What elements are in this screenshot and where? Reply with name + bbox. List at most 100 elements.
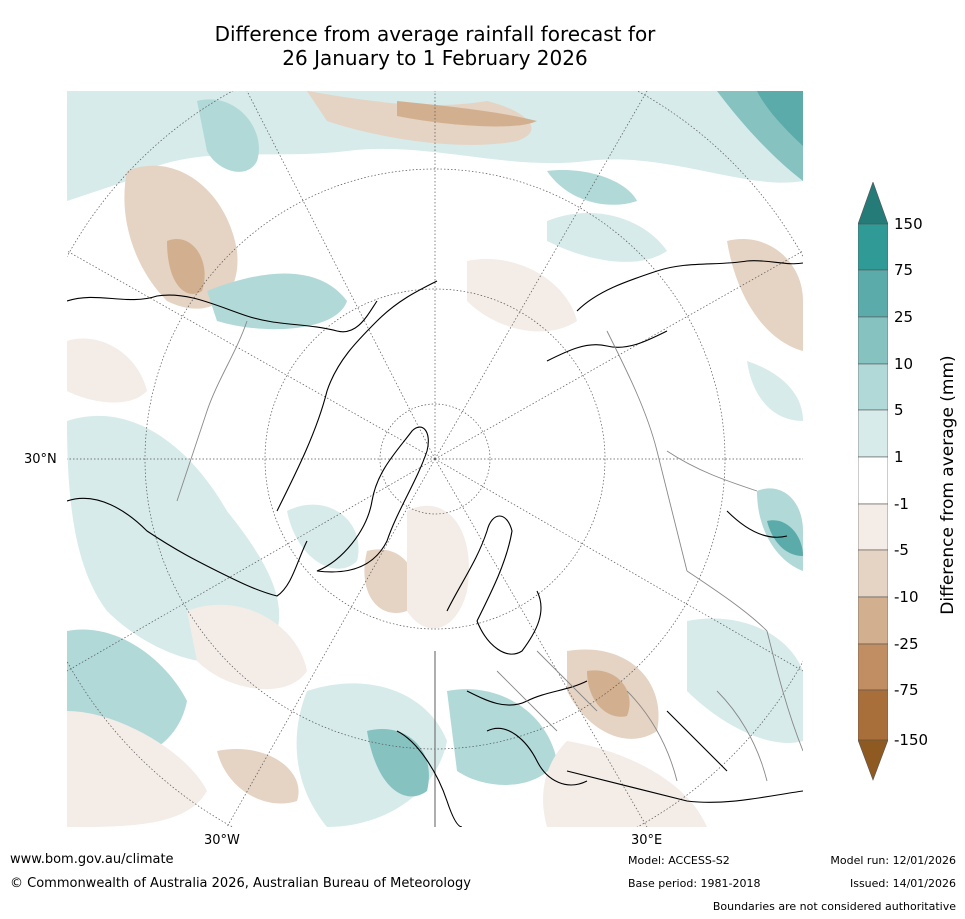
colorbar-tick-label: 75 (894, 261, 914, 279)
base-period-text: Base period: 1981-2018 (628, 877, 761, 890)
colorbar-segment (858, 363, 888, 411)
latitude-circle (264, 288, 606, 630)
anomaly-patch (467, 259, 577, 332)
colorbar-tick-label: 25 (894, 308, 914, 326)
colorbar-tick-label: -1 (894, 495, 909, 513)
meridian (226, 458, 436, 827)
title-line-2: 26 January to 1 February 2026 (282, 46, 588, 70)
coastline (726, 510, 788, 538)
coastline (67, 497, 308, 597)
colorbar-segment (858, 409, 888, 458)
colorbar-segment (858, 503, 888, 551)
colorbar-segment (858, 549, 888, 598)
coastline (67, 294, 378, 333)
anomaly-patch (687, 618, 803, 743)
map-title: Difference from average rainfall forecas… (67, 22, 803, 70)
colorbar-tick-label: -5 (894, 541, 909, 559)
country-border (626, 690, 678, 782)
colorbar-segment (858, 316, 888, 365)
anomaly-patch (187, 604, 307, 690)
coastline (396, 730, 463, 827)
copyright-text: © Commonwealth of Australia 2026, Austra… (10, 876, 471, 891)
country-border (176, 320, 248, 502)
anomaly-patch (287, 504, 359, 569)
colorbar-segment (858, 643, 888, 691)
anomaly-patch (727, 239, 803, 351)
anomaly-patch (747, 361, 803, 421)
country-border (716, 690, 768, 782)
coastline (476, 590, 542, 655)
coastline (666, 710, 728, 772)
country-borders (176, 320, 803, 782)
colorbar (858, 182, 888, 781)
colorbar-tick-label: 150 (894, 215, 923, 233)
anomaly-patch (67, 338, 147, 403)
colorbar-tick-label: -10 (894, 588, 919, 606)
polar-rainfall-map[interactable] (67, 91, 803, 827)
anomaly-patch (167, 239, 205, 294)
anomaly-patch (367, 729, 429, 797)
colorbar-segment (858, 596, 888, 645)
colorbar-tick-label: -25 (894, 635, 919, 653)
meridian (246, 91, 436, 460)
colorbar-extend-top (858, 182, 888, 225)
country-border (606, 330, 688, 572)
colorbar-segment (858, 269, 888, 318)
colorbar-tick-label: 10 (894, 355, 914, 373)
longitude-label-30e: 30°E (631, 833, 663, 848)
anomaly-patch (767, 520, 803, 556)
colorbar-tick-label: 5 (894, 401, 904, 419)
anomaly-shading (67, 91, 803, 827)
model-run-text: Model run: 12/01/2026 (830, 854, 956, 867)
colorbar-title: Difference from average (mm) (938, 355, 958, 615)
anomaly-patch (217, 749, 299, 804)
coastline (316, 426, 429, 573)
anomaly-patch (547, 170, 637, 205)
website-link[interactable]: www.bom.gov.au/climate (10, 852, 174, 867)
colorbar-segment (858, 689, 888, 741)
title-line-1: Difference from average rainfall forecas… (214, 22, 656, 46)
country-border (766, 630, 803, 752)
colorbar-tick-label: 1 (894, 448, 904, 466)
latitude-circle (379, 403, 491, 515)
colorbar-extend-bottom (858, 739, 888, 781)
coastline (546, 330, 668, 362)
country-border (666, 450, 758, 492)
meridian (434, 458, 803, 672)
issued-text: Issued: 14/01/2026 (849, 877, 956, 890)
anomaly-patch (67, 711, 207, 827)
anomaly-patch (447, 689, 557, 785)
anomaly-patch (757, 91, 803, 146)
anomaly-patch (124, 165, 238, 309)
anomaly-patch (67, 415, 280, 664)
colorbar-tick-label: -75 (894, 681, 919, 699)
country-border (686, 570, 768, 632)
coastline (566, 770, 803, 803)
anomaly-patch (543, 741, 707, 827)
colorbar-tick-label: -150 (894, 731, 929, 749)
anomaly-patch (407, 505, 469, 629)
meridian (434, 91, 648, 460)
coastline (486, 727, 588, 786)
anomaly-patch (207, 273, 347, 330)
coastline (446, 515, 513, 622)
coastlines (67, 260, 803, 827)
map-canvas (67, 91, 803, 827)
country-border (536, 650, 598, 712)
meridian (434, 458, 648, 827)
anomaly-patch (547, 212, 667, 262)
model-text: Model: ACCESS-S2 (628, 854, 730, 867)
boundaries-disclaimer: Boundaries are not considered authoritat… (712, 900, 956, 913)
anomaly-patch (364, 549, 415, 613)
colorbar-segment (858, 223, 888, 271)
colorbar-segment (858, 456, 888, 505)
latitude-label-30n: 30°N (24, 452, 57, 467)
country-border (496, 670, 558, 732)
anomaly-patch (397, 101, 537, 127)
anomaly-patch (587, 670, 630, 717)
meridian (67, 250, 436, 460)
coastline (576, 260, 803, 312)
anomaly-patch (197, 99, 259, 172)
coastline (276, 280, 438, 512)
longitude-label-30w: 30°W (204, 833, 240, 848)
